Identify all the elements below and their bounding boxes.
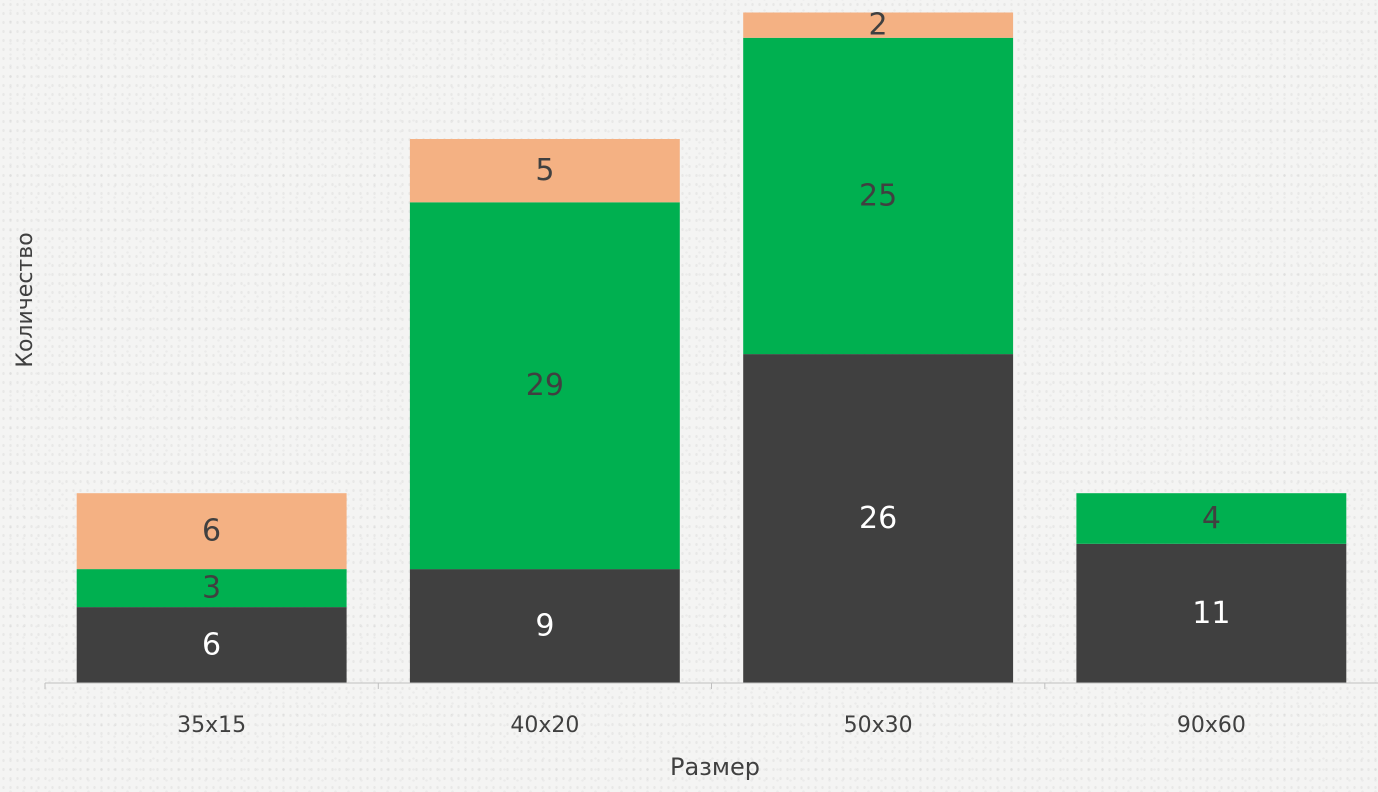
data-label-35x15-s3: 6 [202,514,221,549]
data-label-35x15-s2: 3 [202,571,221,606]
x-tick-label-35x15: 35x15 [177,713,246,738]
data-label-50x30-s1: 26 [859,501,897,536]
bar-segment-40x20-s3 [409,139,680,203]
y-axis-title: Количество [13,232,38,367]
bar-segment-50x30-s1 [743,354,1014,683]
x-ticks: 35x15 40x20 50x30 90x60 [44,683,1246,738]
data-label-40x20-s1: 9 [535,609,554,644]
bar-segment-40x20-s1 [409,569,680,683]
data-label-40x20-s2: 29 [526,368,564,403]
bar-segment-50x30-s3 [743,12,1014,38]
bar-segment-90x60-s2 [1076,493,1347,544]
data-label-50x30-s2: 25 [859,178,897,213]
data-label-50x30-s3: 2 [869,8,888,43]
bar-segment-90x60-s1 [1076,543,1347,683]
x-tick-label-90x60: 90x60 [1177,713,1246,738]
bar-segment-40x20-s2 [409,202,680,570]
data-label-90x60-s1: 11 [1192,596,1230,631]
data-label-35x15-s1: 6 [202,628,221,663]
x-tick-label-50x30: 50x30 [844,713,913,738]
x-axis-title: Размер [670,753,760,781]
bar-segment-35x15-s1 [76,607,347,683]
data-label-40x20-s3: 5 [535,153,554,188]
bars-layer: 6 3 6 9 29 5 26 25 2 11 4 [76,8,1347,683]
bar-segment-35x15-s3 [76,493,347,570]
bar-segment-35x15-s2 [76,569,347,608]
data-label-90x60-s2: 4 [1202,501,1221,536]
bar-segment-50x30-s2 [743,37,1014,355]
x-tick-label-40x20: 40x20 [510,713,579,738]
